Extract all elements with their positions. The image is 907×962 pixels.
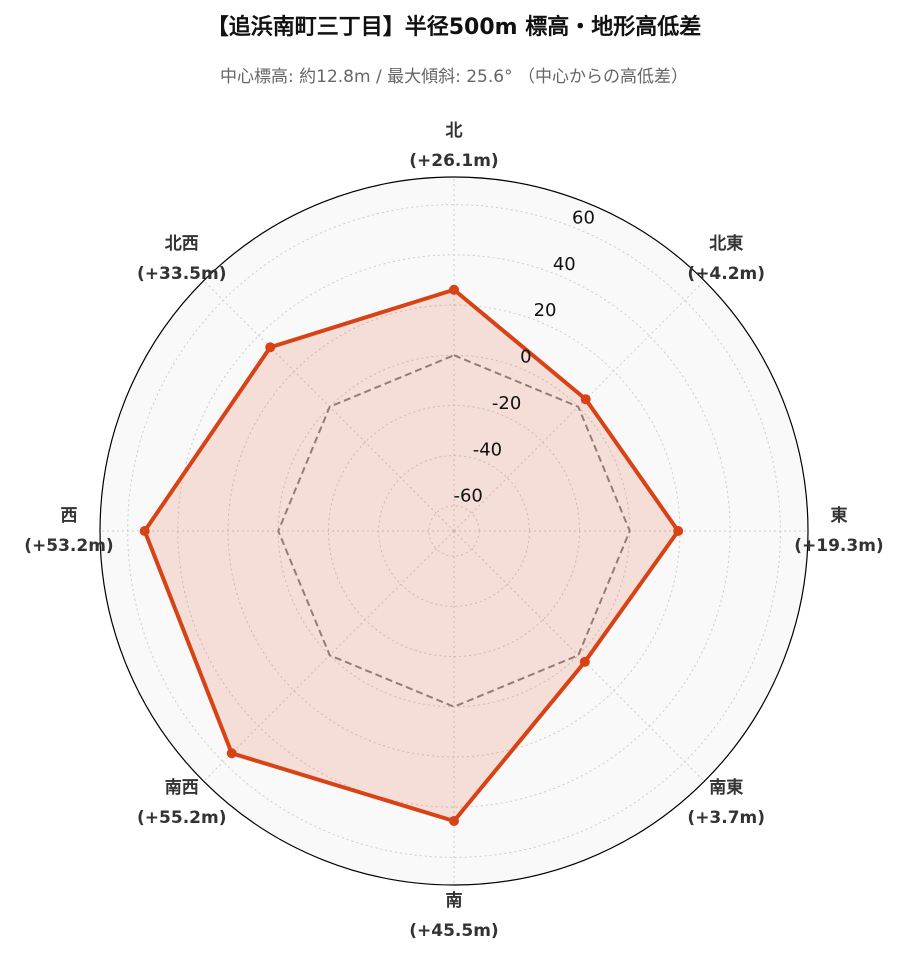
category-label: 南西	[165, 777, 199, 798]
value-label: (+55.2m)	[137, 808, 226, 828]
outer-frame	[99, 176, 809, 886]
point	[265, 342, 276, 353]
category-label: 南	[446, 890, 463, 911]
category-label: 南東	[709, 777, 743, 798]
area	[144, 289, 679, 821]
point	[449, 284, 459, 295]
value-label: (+19.3m)	[794, 536, 883, 556]
labels: -60 -40 -20 0 20 40 60 北 (+26.1m) 北東 (+4.2m) 東 (+19.…	[24, 121, 883, 941]
category-label: 西	[61, 506, 78, 526]
chart-subtitle: 中心標高: 約12.8m / 最大傾斜: 25.6° （中心からの高低差）	[220, 67, 688, 87]
spoke	[453, 280, 705, 532]
point	[449, 815, 459, 826]
r-tick-label: -40	[473, 439, 502, 460]
r-tick-label: -60	[453, 486, 482, 507]
point	[580, 394, 591, 405]
point	[673, 526, 684, 536]
value-label: (+53.2m)	[24, 536, 113, 556]
r-tick-label: 20	[534, 300, 557, 321]
category-label: 東	[831, 505, 848, 526]
spoke	[203, 280, 455, 532]
category-label: 北東	[709, 233, 743, 254]
r-tick-label: -20	[492, 393, 521, 414]
r-tick-label: 40	[553, 254, 576, 275]
r-tick-label: 60	[572, 207, 595, 228]
value-label: (+26.1m)	[409, 151, 498, 171]
category-label: 北	[446, 121, 463, 141]
value-label: (+4.2m)	[687, 264, 765, 284]
reference-line	[277, 354, 631, 708]
category-label: 北西	[165, 234, 199, 254]
point	[226, 748, 237, 759]
value-label: (+33.5m)	[137, 264, 226, 284]
chart-title: 【追浜南町三丁目】半径500m 標高・地形高低差	[207, 14, 702, 40]
point	[579, 656, 590, 667]
value-label: (+3.7m)	[687, 808, 765, 828]
value-label: (+45.5m)	[409, 921, 498, 941]
marks	[139, 284, 684, 826]
point	[139, 526, 150, 536]
r-tick-label: 0	[520, 347, 531, 368]
spoke	[453, 530, 705, 782]
spoke	[203, 530, 455, 782]
